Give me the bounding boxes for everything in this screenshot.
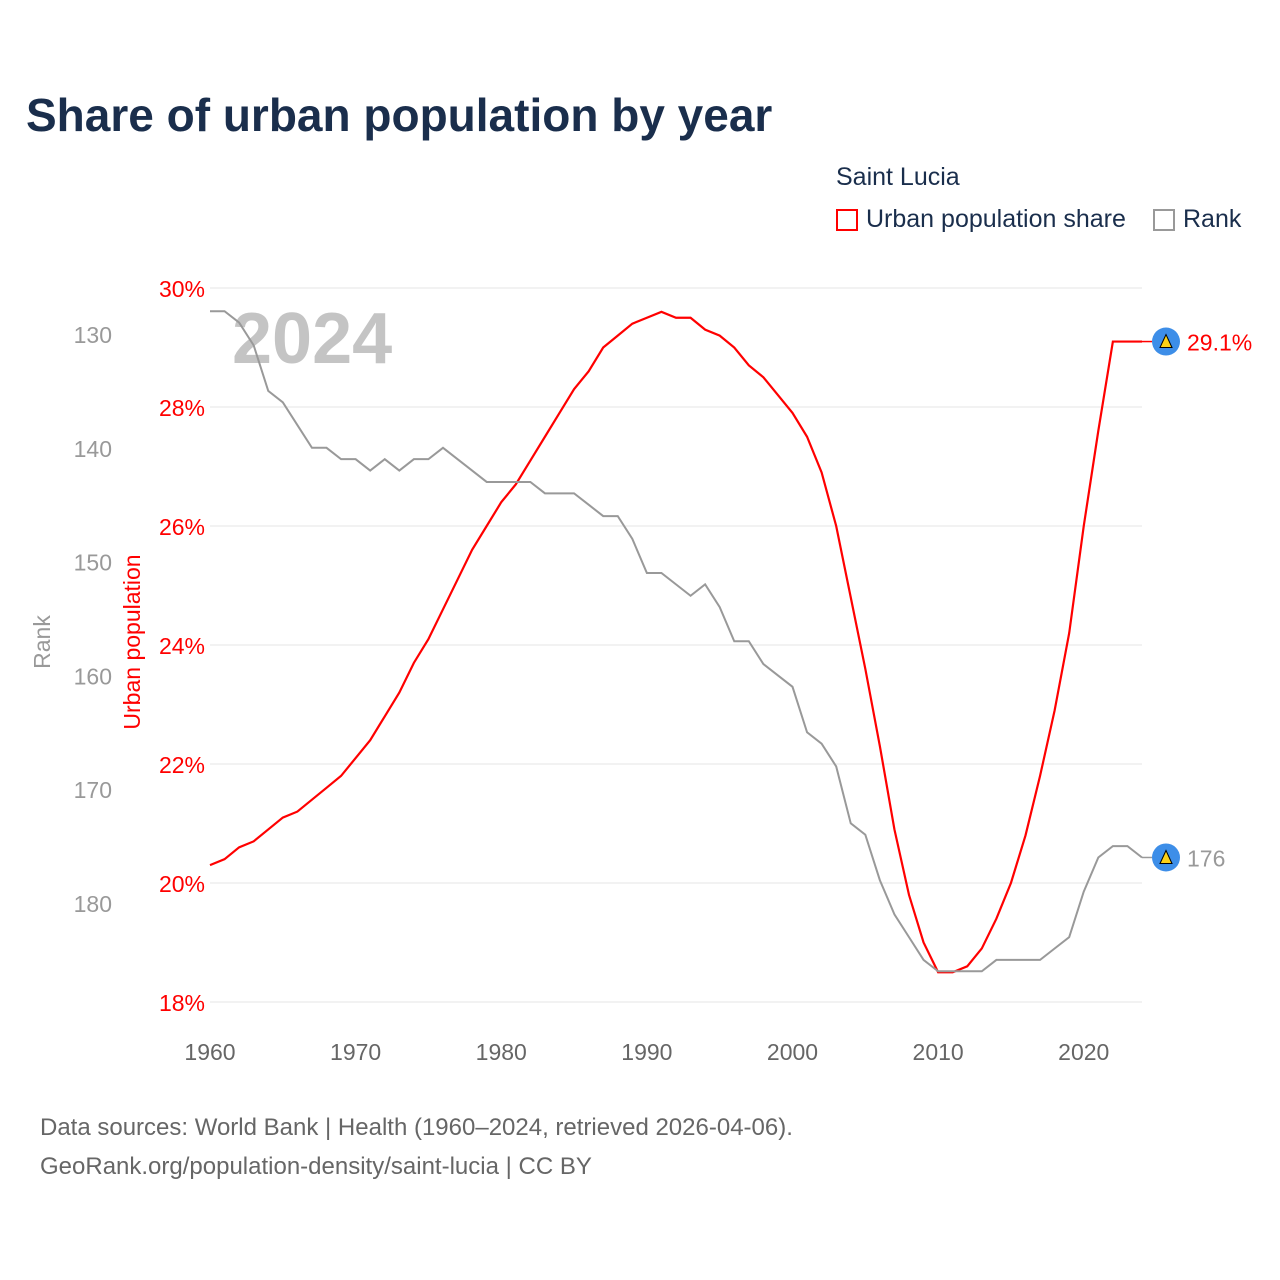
year-watermark: 2024 — [232, 299, 392, 379]
legend-title: Saint Lucia — [836, 163, 960, 191]
legend-label: Rank — [1183, 205, 1242, 233]
share-tick-label: 20% — [159, 871, 205, 897]
footer-sources: Data sources: World Bank | Health (1960–… — [40, 1114, 793, 1141]
rank-tick-label: 150 — [74, 550, 112, 576]
legend-swatch-red — [836, 208, 858, 231]
legend-item-rank[interactable]: Rank — [1153, 205, 1241, 234]
rank-tick-label: 160 — [74, 663, 112, 689]
x-tick-label: 1990 — [621, 1039, 672, 1065]
rank-tick-label: 140 — [74, 436, 112, 462]
x-tick-label: 2000 — [767, 1039, 818, 1065]
legend-swatch-gray — [1153, 208, 1175, 231]
rank-tick-label: 170 — [74, 777, 112, 803]
x-tick-label: 1980 — [476, 1039, 527, 1065]
x-tick-label: 1960 — [184, 1039, 235, 1065]
share-tick-label: 26% — [159, 514, 205, 540]
legend-label: Urban population share — [866, 205, 1126, 233]
footer: Data sources: World Bank | Health (1960–… — [40, 1108, 793, 1186]
share-tick-label: 18% — [159, 990, 205, 1016]
x-tick-label: 1970 — [330, 1039, 381, 1065]
share-tick-label: 28% — [159, 395, 205, 421]
series-line-urban-share — [209, 310, 1142, 974]
chart-title: Share of urban population by year — [26, 89, 773, 141]
footer-link[interactable]: GeoRank.org/population-density/saint-luc… — [40, 1153, 592, 1180]
share-tick-label: 30% — [159, 276, 205, 302]
flag-triangle-icon — [1159, 849, 1173, 864]
flag-triangle-icon — [1159, 333, 1173, 349]
end-value-label: 176 — [1187, 845, 1225, 871]
series-line-rank — [210, 310, 1143, 973]
x-tick-label: 2020 — [1058, 1039, 1109, 1065]
rank-tick-label: 180 — [74, 891, 112, 917]
x-tick-label: 2010 — [913, 1039, 964, 1065]
share-tick-label: 22% — [159, 752, 205, 778]
rank-tick-label: 130 — [74, 322, 112, 348]
share-tick-label: 24% — [159, 633, 205, 659]
end-value-label: 29.1% — [1187, 330, 1252, 356]
share-axis-title: Urban population — [119, 554, 145, 729]
legend-item-urban-share[interactable]: Urban population share — [836, 205, 1126, 234]
rank-axis-title: Rank — [29, 615, 55, 669]
